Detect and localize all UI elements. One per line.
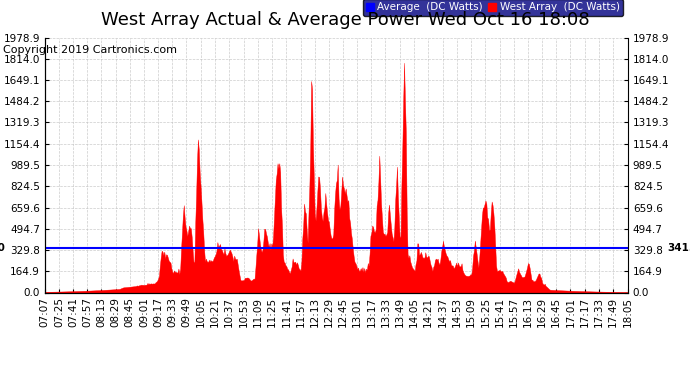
Text: 341.470: 341.470 xyxy=(0,243,6,254)
Text: Copyright 2019 Cartronics.com: Copyright 2019 Cartronics.com xyxy=(3,45,177,55)
Text: 341.470: 341.470 xyxy=(667,243,690,254)
Text: West Array Actual & Average Power Wed Oct 16 18:08: West Array Actual & Average Power Wed Oc… xyxy=(101,11,589,29)
Legend: Average  (DC Watts), West Array  (DC Watts): Average (DC Watts), West Array (DC Watts… xyxy=(363,0,622,16)
